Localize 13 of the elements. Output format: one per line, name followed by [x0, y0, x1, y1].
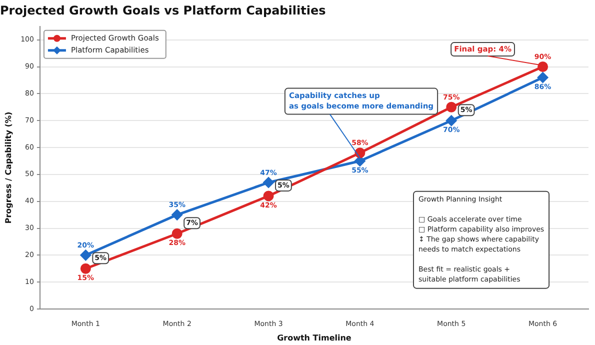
point [172, 210, 182, 220]
point [263, 177, 274, 188]
chart-title: Projected Growth Goals vs Platform Capabilities [0, 3, 326, 18]
point [538, 72, 548, 83]
point [538, 62, 548, 72]
point [172, 228, 182, 239]
point [446, 102, 457, 112]
point [263, 190, 274, 202]
point [446, 115, 457, 126]
y-axis-title: Progress / Capability (%) [4, 112, 13, 224]
point [80, 263, 91, 274]
x-axis-title: Growth Timeline [277, 333, 352, 342]
point [80, 250, 91, 260]
